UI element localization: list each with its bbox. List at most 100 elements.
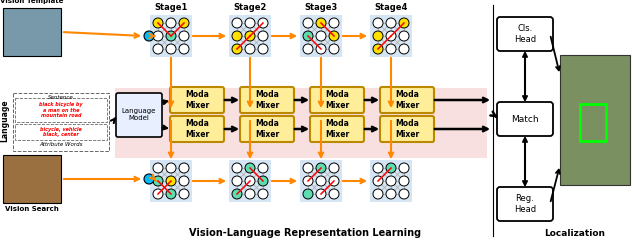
Circle shape bbox=[373, 176, 383, 186]
Text: Stage2: Stage2 bbox=[234, 3, 267, 12]
FancyBboxPatch shape bbox=[310, 116, 364, 142]
FancyBboxPatch shape bbox=[3, 155, 61, 203]
Text: Moda
Mixer: Moda Mixer bbox=[255, 90, 279, 110]
Circle shape bbox=[179, 163, 189, 173]
FancyBboxPatch shape bbox=[497, 187, 553, 221]
Text: Vision-Language Representation Learning: Vision-Language Representation Learning bbox=[189, 228, 421, 238]
Circle shape bbox=[316, 163, 326, 173]
Circle shape bbox=[303, 176, 313, 186]
Circle shape bbox=[329, 18, 339, 28]
Circle shape bbox=[386, 189, 396, 199]
FancyBboxPatch shape bbox=[115, 88, 487, 158]
FancyBboxPatch shape bbox=[300, 15, 342, 57]
Circle shape bbox=[245, 189, 255, 199]
Circle shape bbox=[316, 18, 326, 28]
Circle shape bbox=[258, 176, 268, 186]
FancyBboxPatch shape bbox=[370, 15, 412, 57]
Text: Stage3: Stage3 bbox=[305, 3, 338, 12]
Circle shape bbox=[316, 44, 326, 54]
Circle shape bbox=[232, 31, 242, 41]
Circle shape bbox=[258, 189, 268, 199]
Text: Language: Language bbox=[1, 100, 10, 142]
Text: Moda
Mixer: Moda Mixer bbox=[255, 119, 279, 139]
Circle shape bbox=[303, 18, 313, 28]
FancyBboxPatch shape bbox=[170, 87, 224, 113]
Text: bicycle, vehicle
black, center: bicycle, vehicle black, center bbox=[40, 127, 82, 137]
Circle shape bbox=[316, 176, 326, 186]
FancyBboxPatch shape bbox=[15, 98, 107, 122]
FancyBboxPatch shape bbox=[380, 116, 434, 142]
Circle shape bbox=[258, 31, 268, 41]
Text: Moda
Mixer: Moda Mixer bbox=[325, 119, 349, 139]
Circle shape bbox=[399, 176, 409, 186]
Circle shape bbox=[373, 189, 383, 199]
Circle shape bbox=[153, 176, 163, 186]
Circle shape bbox=[258, 163, 268, 173]
FancyBboxPatch shape bbox=[15, 124, 107, 140]
Circle shape bbox=[373, 163, 383, 173]
Circle shape bbox=[166, 31, 176, 41]
FancyBboxPatch shape bbox=[497, 17, 553, 51]
FancyBboxPatch shape bbox=[229, 15, 271, 57]
FancyBboxPatch shape bbox=[497, 102, 553, 136]
Text: Stage1: Stage1 bbox=[154, 3, 188, 12]
Circle shape bbox=[144, 31, 154, 41]
Text: Moda
Mixer: Moda Mixer bbox=[325, 90, 349, 110]
Circle shape bbox=[153, 18, 163, 28]
Circle shape bbox=[232, 189, 242, 199]
FancyBboxPatch shape bbox=[300, 160, 342, 202]
Circle shape bbox=[153, 163, 163, 173]
Text: Localization: Localization bbox=[545, 229, 605, 238]
Circle shape bbox=[153, 189, 163, 199]
Circle shape bbox=[329, 176, 339, 186]
Circle shape bbox=[166, 176, 176, 186]
FancyBboxPatch shape bbox=[116, 93, 162, 137]
FancyBboxPatch shape bbox=[3, 8, 61, 56]
Circle shape bbox=[386, 176, 396, 186]
Circle shape bbox=[329, 31, 339, 41]
FancyBboxPatch shape bbox=[380, 87, 434, 113]
Circle shape bbox=[329, 44, 339, 54]
Circle shape bbox=[303, 44, 313, 54]
FancyBboxPatch shape bbox=[150, 160, 192, 202]
Circle shape bbox=[179, 18, 189, 28]
Text: Reg.
Head: Reg. Head bbox=[514, 194, 536, 214]
FancyBboxPatch shape bbox=[310, 87, 364, 113]
Text: Moda
Mixer: Moda Mixer bbox=[395, 90, 419, 110]
Circle shape bbox=[386, 18, 396, 28]
Text: Vision Search: Vision Search bbox=[5, 206, 59, 212]
Circle shape bbox=[232, 18, 242, 28]
Circle shape bbox=[144, 174, 154, 184]
Circle shape bbox=[258, 44, 268, 54]
Circle shape bbox=[166, 189, 176, 199]
Circle shape bbox=[245, 176, 255, 186]
Circle shape bbox=[373, 18, 383, 28]
Text: Match: Match bbox=[511, 114, 539, 123]
Text: Cls.
Head: Cls. Head bbox=[514, 24, 536, 44]
Text: Attribute Words: Attribute Words bbox=[39, 142, 83, 147]
Circle shape bbox=[166, 44, 176, 54]
Circle shape bbox=[329, 189, 339, 199]
FancyBboxPatch shape bbox=[370, 160, 412, 202]
Circle shape bbox=[179, 189, 189, 199]
FancyBboxPatch shape bbox=[229, 160, 271, 202]
FancyBboxPatch shape bbox=[560, 55, 630, 185]
Circle shape bbox=[303, 189, 313, 199]
Circle shape bbox=[303, 31, 313, 41]
Text: Stage4: Stage4 bbox=[374, 3, 408, 12]
Circle shape bbox=[245, 163, 255, 173]
Text: Moda
Mixer: Moda Mixer bbox=[185, 119, 209, 139]
Text: black bicycle by
a man on the
mountain road: black bicycle by a man on the mountain r… bbox=[39, 102, 83, 118]
Text: Moda
Mixer: Moda Mixer bbox=[185, 90, 209, 110]
Circle shape bbox=[399, 44, 409, 54]
Circle shape bbox=[153, 44, 163, 54]
Circle shape bbox=[316, 189, 326, 199]
Circle shape bbox=[386, 44, 396, 54]
Circle shape bbox=[258, 18, 268, 28]
Circle shape bbox=[245, 18, 255, 28]
Circle shape bbox=[179, 31, 189, 41]
Circle shape bbox=[245, 31, 255, 41]
Circle shape bbox=[316, 31, 326, 41]
Circle shape bbox=[232, 163, 242, 173]
Circle shape bbox=[386, 31, 396, 41]
